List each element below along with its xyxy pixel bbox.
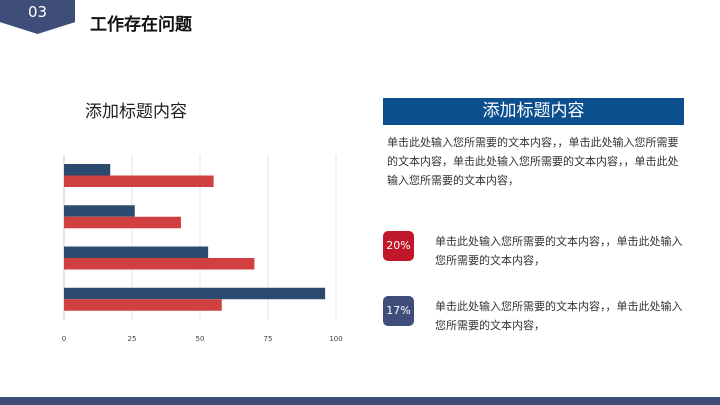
- bar-series1-3: [64, 246, 209, 258]
- bar-series2-2: [64, 216, 181, 229]
- section-number: 03: [27, 3, 48, 21]
- bar-series1-1: [64, 164, 111, 176]
- percent-badge-2: 17%: [383, 296, 414, 326]
- percent-badge-1: 20%: [383, 231, 414, 261]
- panel-paragraph: 单击此处输入您所需要的文本内容，，单击此处输入您所需要的文本内容，单击此处输入您…: [387, 136, 679, 187]
- x-tick-label: 0: [62, 335, 66, 343]
- page-title: 工作存在问题: [90, 15, 192, 35]
- item-text-1: 单击此处输入您所需要的文本内容，，单击此处输入您所需要的文本内容，: [435, 235, 683, 267]
- panel-heading: 添加标题内容: [383, 98, 684, 125]
- chart-title: 添加标题内容: [85, 102, 187, 122]
- footer-bar: [0, 397, 720, 405]
- bar-series2-3: [64, 258, 255, 270]
- bar-series1-2: [64, 205, 135, 217]
- x-tick-label: 50: [196, 335, 205, 343]
- x-tick-label: 25: [128, 335, 137, 343]
- bar-series2-1: [64, 175, 214, 187]
- bar-chart: 0 25 50 75 100: [62, 155, 343, 343]
- bar-series2-4: [64, 299, 222, 311]
- item-text-2: 单击此处输入您所需要的文本内容，，单击此处输入您所需要的文本内容，: [435, 300, 683, 332]
- x-tick-label: 100: [329, 335, 342, 343]
- x-tick-label: 75: [264, 335, 273, 343]
- bar-series1-4: [64, 287, 326, 300]
